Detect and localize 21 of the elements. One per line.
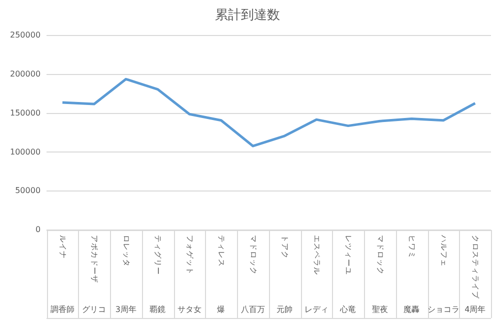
category-label: 魔轟 xyxy=(404,305,420,314)
category-label: ショコラ xyxy=(427,305,460,314)
category-label: 八百万 xyxy=(240,305,265,314)
y-tick-label: 100000 xyxy=(10,147,41,156)
y-tick-label: 50000 xyxy=(15,186,41,196)
y-tick-label: 250000 xyxy=(10,30,41,40)
y-tick-label: 0 xyxy=(35,225,41,234)
category-label: サタ女 xyxy=(177,305,202,314)
category-label: 調香師 xyxy=(50,305,74,314)
category-label: 覇鏡 xyxy=(150,305,166,314)
category-label: レディ xyxy=(304,305,328,314)
category-label: グリコ xyxy=(82,305,106,314)
category-label: 心竜 xyxy=(340,305,356,314)
y-tick-label: 150000 xyxy=(10,108,41,118)
category-label: 3周年 xyxy=(115,305,136,314)
category-label: 元帥 xyxy=(276,305,293,314)
category-label: 聖夜 xyxy=(372,305,388,314)
category-label: 爆 xyxy=(217,305,226,314)
y-tick-label: 200000 xyxy=(10,70,41,79)
category-label: 4周年 xyxy=(464,305,486,314)
chart-title: 累計到達数 xyxy=(215,8,280,24)
